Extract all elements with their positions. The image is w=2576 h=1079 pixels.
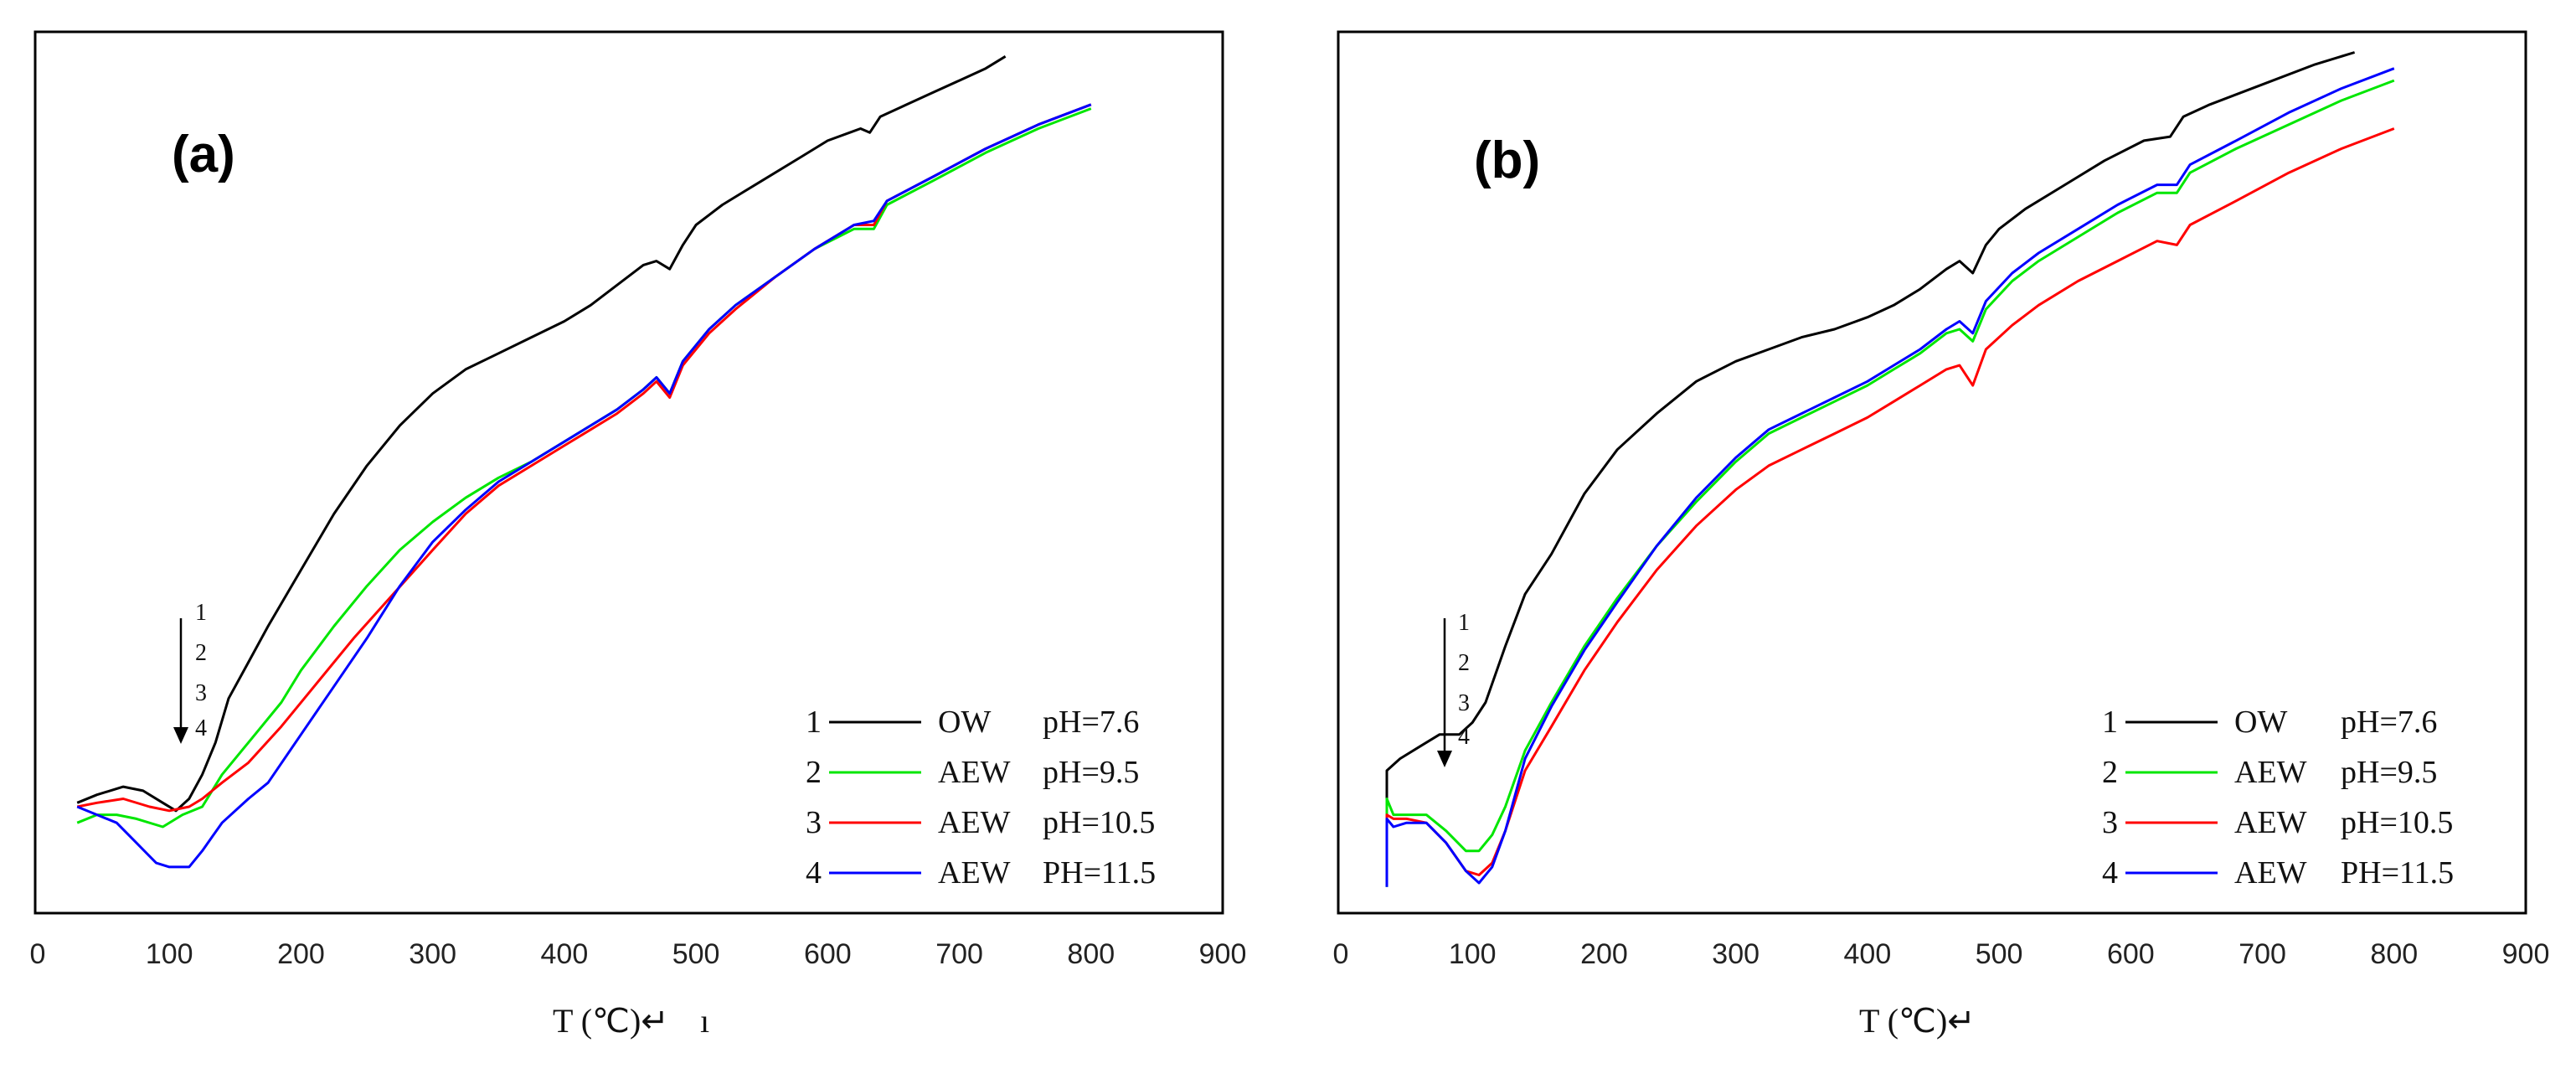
arrow-label-a-1: 1: [195, 600, 207, 626]
legend-name-a-3: AEW: [938, 805, 1011, 840]
x-tick-label-b-100: 100: [1449, 938, 1497, 970]
legend-ph-a-2: pH=9.5: [1043, 755, 1139, 790]
x-tick-label-a-300: 300: [409, 938, 456, 970]
x-tick-label-a-500: 500: [672, 938, 720, 970]
x-tick-label-a-100: 100: [146, 938, 193, 970]
legend-ph-b-1: pH=7.6: [2341, 705, 2437, 740]
legend-num-a-4: 4: [806, 855, 822, 891]
legend-num-b-3: 3: [2102, 805, 2118, 840]
legend-name-a-1: OW: [938, 705, 991, 740]
panel-label-a: (a): [172, 126, 235, 183]
legend-entry-a-1: 1 OW pH=7.6: [806, 705, 1139, 740]
x-axis-label-a: T (℃)↵: [553, 1002, 669, 1040]
x-tick-label-b-500: 500: [1976, 938, 2023, 970]
arrow-label-a-3: 3: [195, 680, 207, 706]
x-tick-label-a-900: 900: [1199, 938, 1247, 970]
legend-ph-b-4: PH=11.5: [2341, 855, 2454, 891]
x-tick-label-b-600: 600: [2107, 938, 2155, 970]
x-tick-label-b-900: 900: [2502, 938, 2550, 970]
series-line-a-3: [76, 103, 1092, 813]
legend-ph-a-4: PH=11.5: [1043, 855, 1156, 891]
chart-panel-a: (a) 0 100 200 300 400 500 600 700 800 900 T (℃)↵ …: [30, 30, 1247, 1040]
legend-num-a-1: 1: [806, 705, 822, 740]
legend-entry-b-2: 2 AEW pH=9.5: [2102, 755, 2437, 790]
x-tick-label-a-200: 200: [277, 938, 325, 970]
arrow-label-a-4: 4: [195, 715, 207, 741]
arrow-head-b: [1437, 751, 1452, 767]
legend-entry-b-1: 1 OW pH=7.6: [2102, 705, 2437, 740]
arrow-head-a: [173, 727, 188, 744]
legend-name-b-3: AEW: [2234, 805, 2307, 840]
legend-name-b-1: OW: [2234, 705, 2287, 740]
legend-a: 1 OW pH=7.6 2 AEW pH=9.5 3 AEW pH=10.5 4…: [806, 705, 1156, 891]
legend-name-a-4: AEW: [938, 855, 1011, 891]
x-axis-label-extra-a: ı: [700, 1002, 709, 1040]
chart-panel-b: (b) 0 100 200 300 400 500 600 700 800 900 T (℃)↵ …: [1333, 30, 2550, 1040]
legend-name-a-2: AEW: [938, 755, 1011, 790]
legend-num-b-4: 4: [2102, 855, 2118, 891]
series-group-b: [1385, 51, 2395, 887]
x-tick-label-b-400: 400: [1844, 938, 1892, 970]
x-tick-label-a-400: 400: [541, 938, 589, 970]
x-ticks-a: 0 100 200 300 400 500 600 700 800 900: [30, 938, 1247, 970]
legend-b: 1 OW pH=7.6 2 AEW pH=9.5 3 AEW pH=10.5 4…: [2102, 705, 2454, 891]
x-tick-label-a-0: 0: [30, 938, 46, 970]
arrow-annotation-b: 1 2 3 4: [1437, 610, 1470, 767]
legend-ph-a-1: pH=7.6: [1043, 705, 1139, 740]
legend-num-b-1: 1: [2102, 705, 2118, 740]
legend-ph-b-2: pH=9.5: [2341, 755, 2437, 790]
series-line-a-4: [76, 103, 1092, 869]
legend-name-b-4: AEW: [2234, 855, 2307, 891]
legend-entry-a-4: 4 AEW PH=11.5: [806, 855, 1156, 891]
arrow-label-b-4: 4: [1458, 724, 1470, 750]
legend-entry-a-2: 2 AEW pH=9.5: [806, 755, 1139, 790]
legend-entry-a-3: 3 AEW pH=10.5: [806, 805, 1155, 840]
series-line-b-1: [1385, 51, 2356, 864]
x-tick-label-b-700: 700: [2239, 938, 2286, 970]
series-line-b-4: [1385, 67, 2395, 887]
x-ticks-b: 0 100 200 300 400 500 600 700 800 900: [1333, 938, 2550, 970]
x-tick-label-b-200: 200: [1580, 938, 1628, 970]
legend-entry-b-3: 3 AEW pH=10.5: [2102, 805, 2453, 840]
series-line-a-1: [76, 55, 1007, 813]
x-tick-label-b-800: 800: [2370, 938, 2418, 970]
panel-label-b: (b): [1474, 132, 1540, 189]
series-group-a: [76, 55, 1092, 869]
plot-frame-b: [1337, 30, 2527, 915]
legend-name-b-2: AEW: [2234, 755, 2307, 790]
x-axis-label-b: T (℃)↵: [1859, 1002, 1976, 1040]
series-line-b-2: [1385, 79, 2395, 887]
legend-num-b-2: 2: [2102, 755, 2118, 790]
legend-entry-b-4: 4 AEW PH=11.5: [2102, 855, 2454, 891]
plot-frame-a: [33, 30, 1224, 915]
arrow-label-b-2: 2: [1458, 650, 1470, 676]
arrow-label-b-1: 1: [1458, 610, 1470, 636]
legend-ph-b-3: pH=10.5: [2341, 805, 2453, 840]
legend-ph-a-3: pH=10.5: [1043, 805, 1155, 840]
x-tick-label-a-700: 700: [935, 938, 983, 970]
x-tick-label-a-600: 600: [804, 938, 852, 970]
arrow-label-b-3: 3: [1458, 690, 1470, 716]
x-tick-label-a-800: 800: [1067, 938, 1115, 970]
arrow-annotation-a: 1 2 3 4: [173, 600, 207, 744]
legend-num-a-3: 3: [806, 805, 822, 840]
x-tick-label-b-0: 0: [1333, 938, 1349, 970]
legend-num-a-2: 2: [806, 755, 822, 790]
arrow-label-a-2: 2: [195, 640, 207, 666]
x-tick-label-b-300: 300: [1712, 938, 1759, 970]
